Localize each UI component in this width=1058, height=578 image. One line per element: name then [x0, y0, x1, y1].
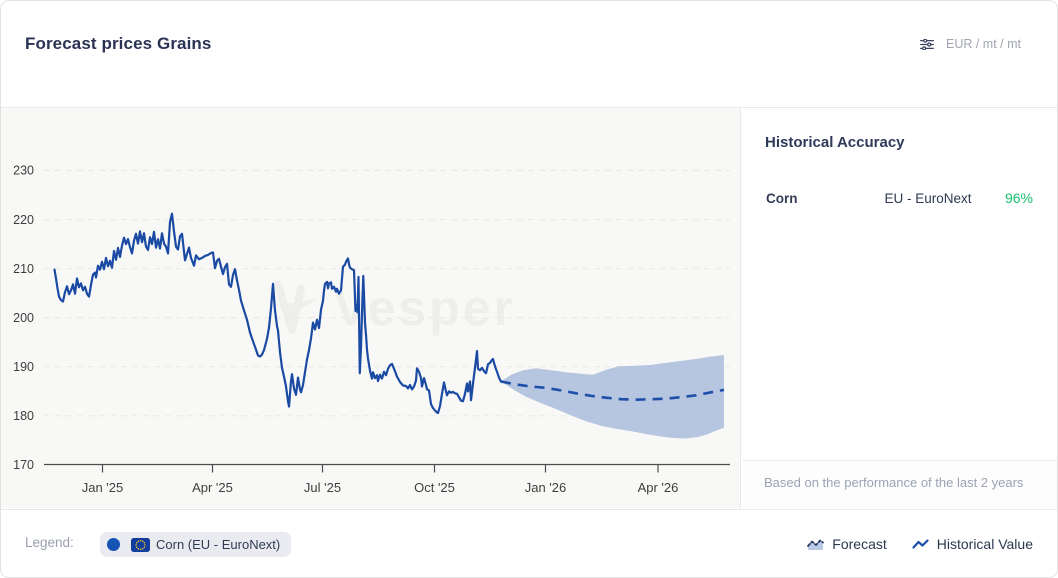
svg-text:Jul '25: Jul '25: [304, 480, 341, 495]
svg-text:170: 170: [13, 458, 34, 472]
svg-text:Jan '25: Jan '25: [82, 480, 124, 495]
svg-text:Oct '25: Oct '25: [414, 480, 455, 495]
svg-text:Apr '26: Apr '26: [638, 480, 679, 495]
svg-text:220: 220: [13, 213, 34, 227]
svg-text:Apr '25: Apr '25: [192, 480, 233, 495]
svg-text:190: 190: [13, 360, 34, 374]
svg-text:200: 200: [13, 311, 34, 325]
svg-text:230: 230: [13, 164, 34, 178]
svg-text:Jan '26: Jan '26: [525, 480, 567, 495]
svg-text:210: 210: [13, 262, 34, 276]
svg-text:180: 180: [13, 409, 34, 423]
